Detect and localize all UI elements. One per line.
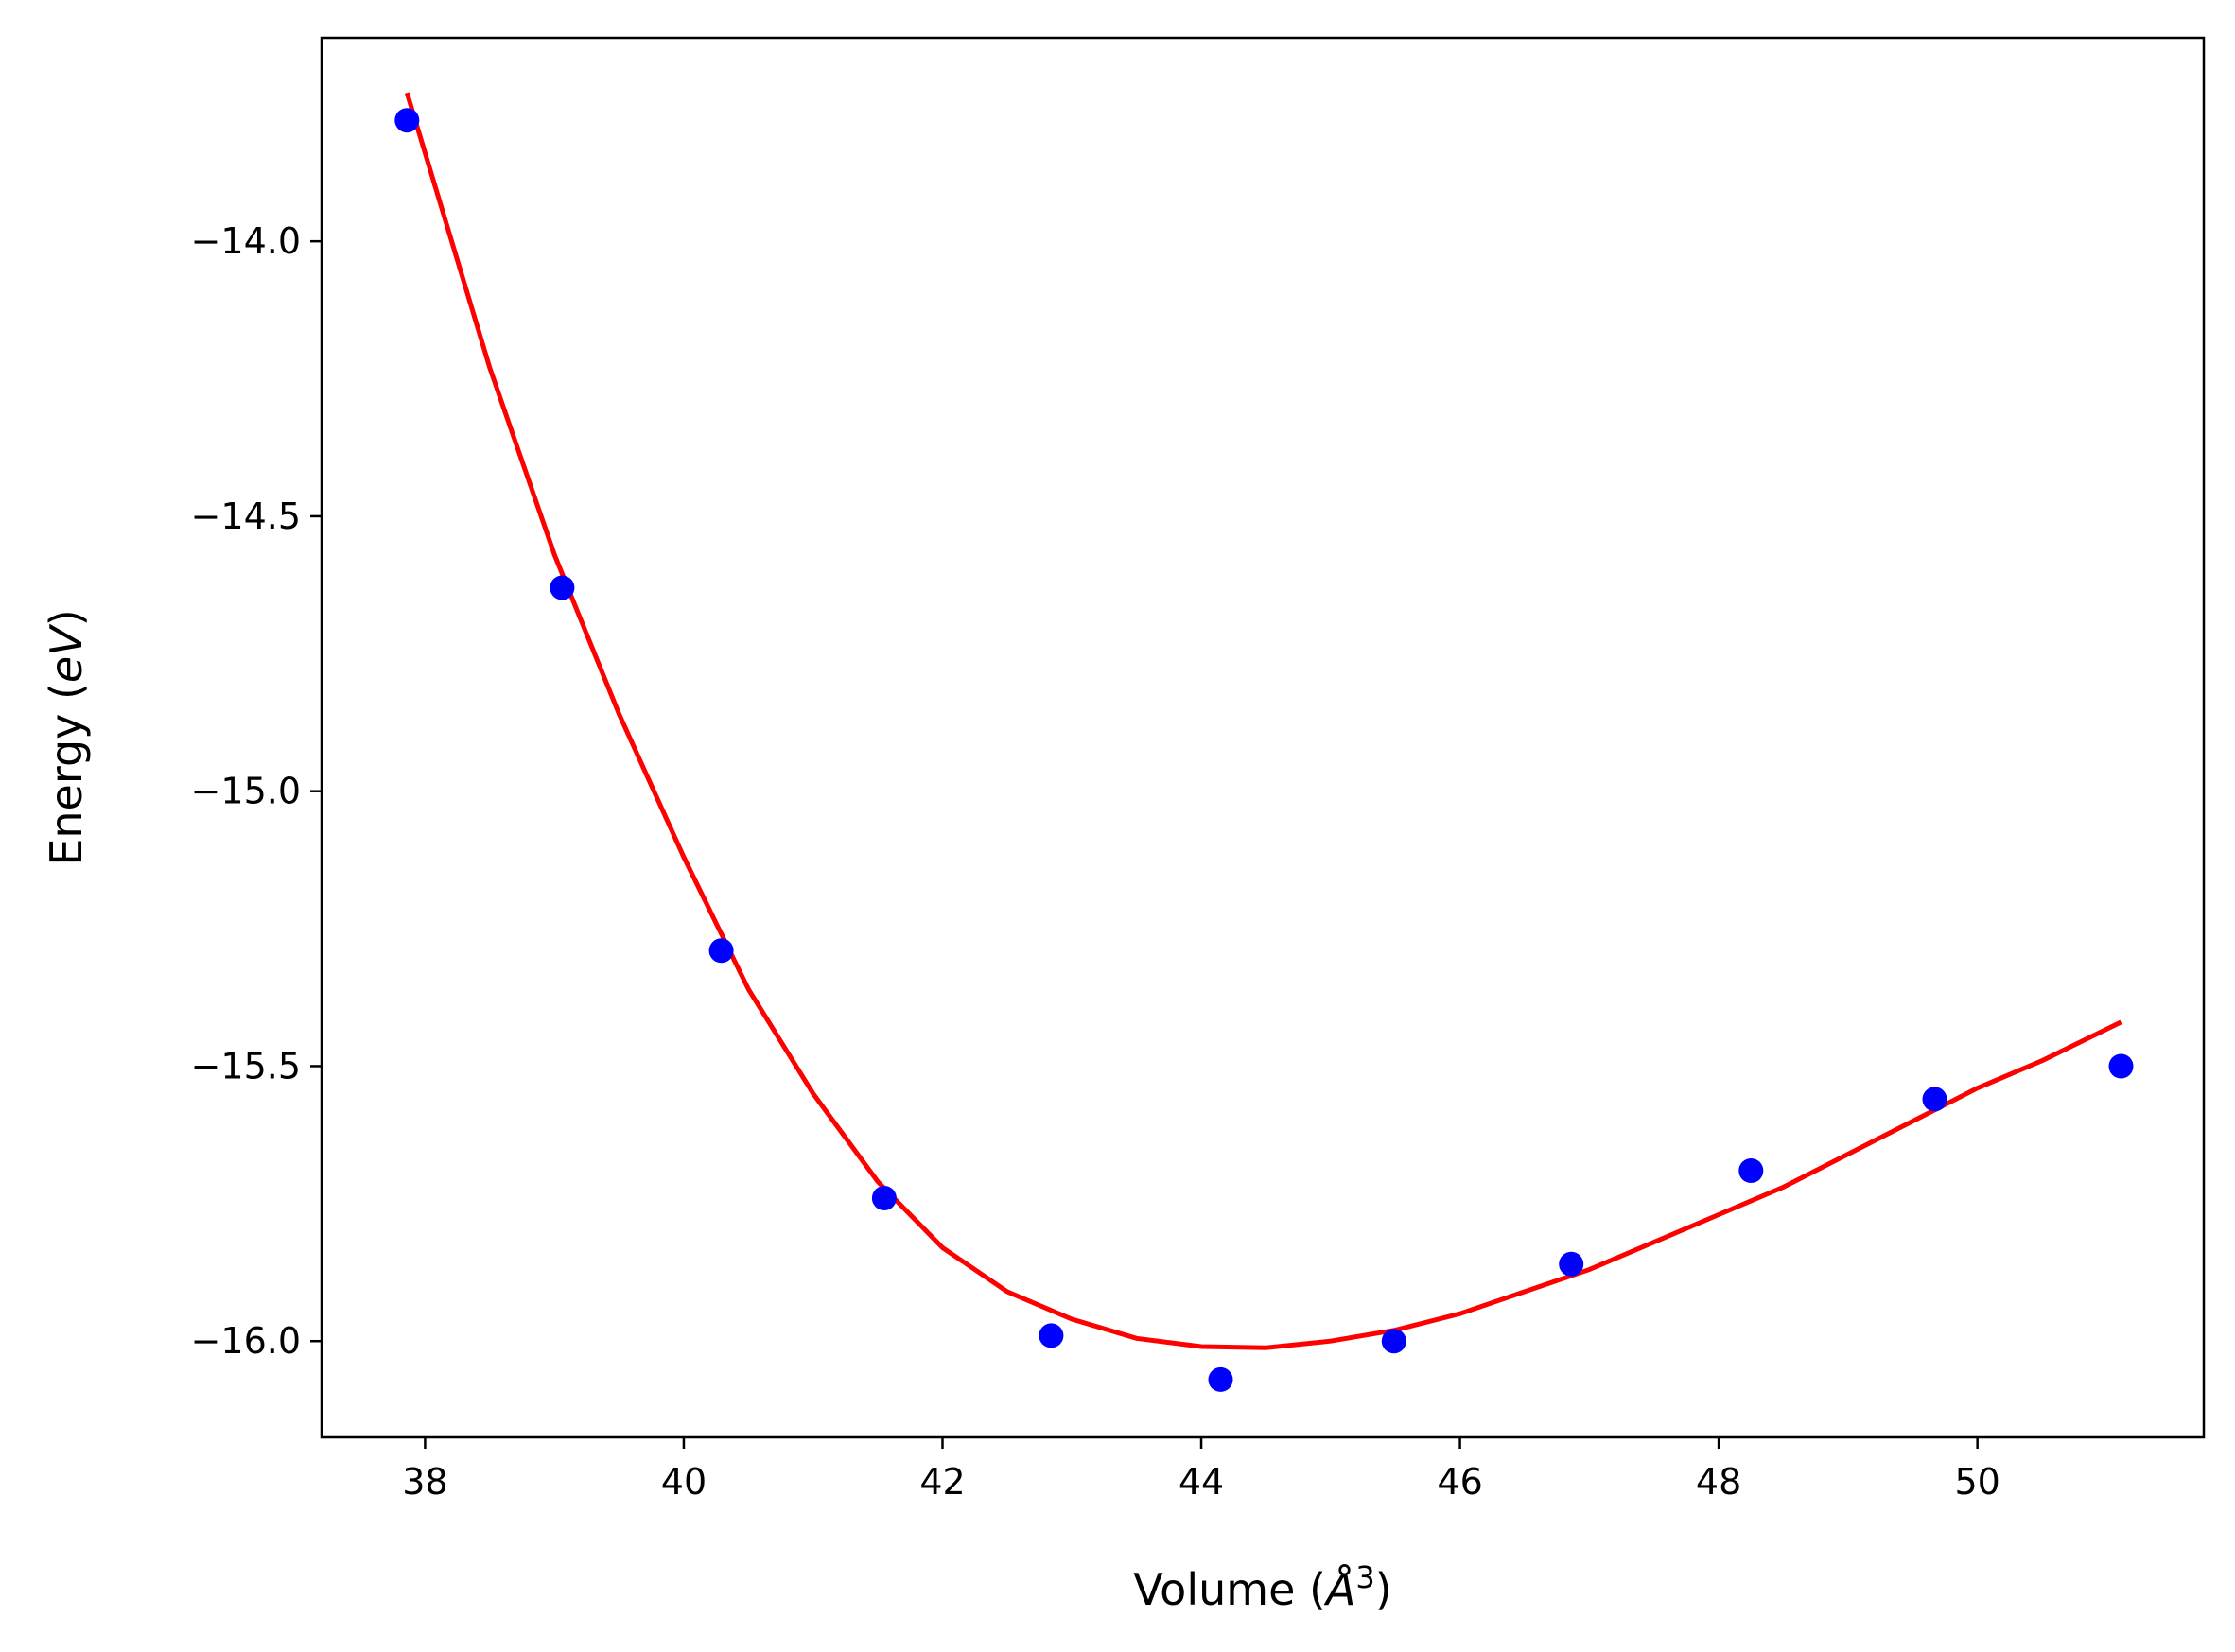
y-axis-ticks: −14.0 −14.5 −15.0 −15.5 −16.0 <box>191 220 322 1362</box>
plot-area <box>394 92 2134 1392</box>
data-point <box>871 1186 897 1210</box>
x-tick-label: 48 <box>1696 1461 1741 1503</box>
y-axis-label: Energy (eV) <box>41 609 92 865</box>
data-point <box>1738 1158 1764 1183</box>
x-tick-label: 42 <box>919 1461 965 1503</box>
y-tick-label: −16.0 <box>191 1320 301 1362</box>
data-point <box>550 575 575 600</box>
y-tick-label: −15.0 <box>191 771 301 812</box>
data-point <box>1381 1329 1406 1354</box>
data-point <box>1922 1087 1947 1112</box>
y-axis-label-end: ) <box>41 609 92 626</box>
data-points <box>394 108 2134 1392</box>
y-axis-label-unit: eV <box>41 623 92 683</box>
x-tick-label: 38 <box>402 1461 447 1503</box>
x-axis-ticks: 38 40 42 44 46 48 50 <box>402 1437 2000 1503</box>
plot-frame <box>320 36 2206 1439</box>
x-tick-label: 44 <box>1179 1461 1224 1503</box>
y-axis-label-main: Energy ( <box>41 683 92 866</box>
data-point <box>1559 1251 1584 1277</box>
x-tick-label: 40 <box>661 1461 707 1503</box>
y-tick-label: −15.5 <box>191 1045 301 1087</box>
data-point <box>2108 1053 2134 1079</box>
data-point <box>1208 1366 1233 1392</box>
x-axis-label-end: ) <box>1375 1564 1392 1615</box>
x-axis-label: Volume (Å3) <box>1133 1559 1391 1615</box>
x-axis-label-superscript: 3 <box>1355 1559 1374 1595</box>
y-tick-label: −14.0 <box>191 220 301 262</box>
x-axis-label-unit: Å <box>1323 1564 1355 1615</box>
data-point <box>394 108 420 133</box>
fit-curve <box>404 92 2122 1350</box>
x-tick-label: 46 <box>1437 1461 1482 1503</box>
x-tick-label: 50 <box>1954 1461 1999 1503</box>
x-axis-label-main: Volume ( <box>1133 1564 1326 1615</box>
data-point <box>708 938 734 964</box>
y-tick-label: −14.5 <box>191 496 301 537</box>
data-point <box>1039 1323 1064 1348</box>
